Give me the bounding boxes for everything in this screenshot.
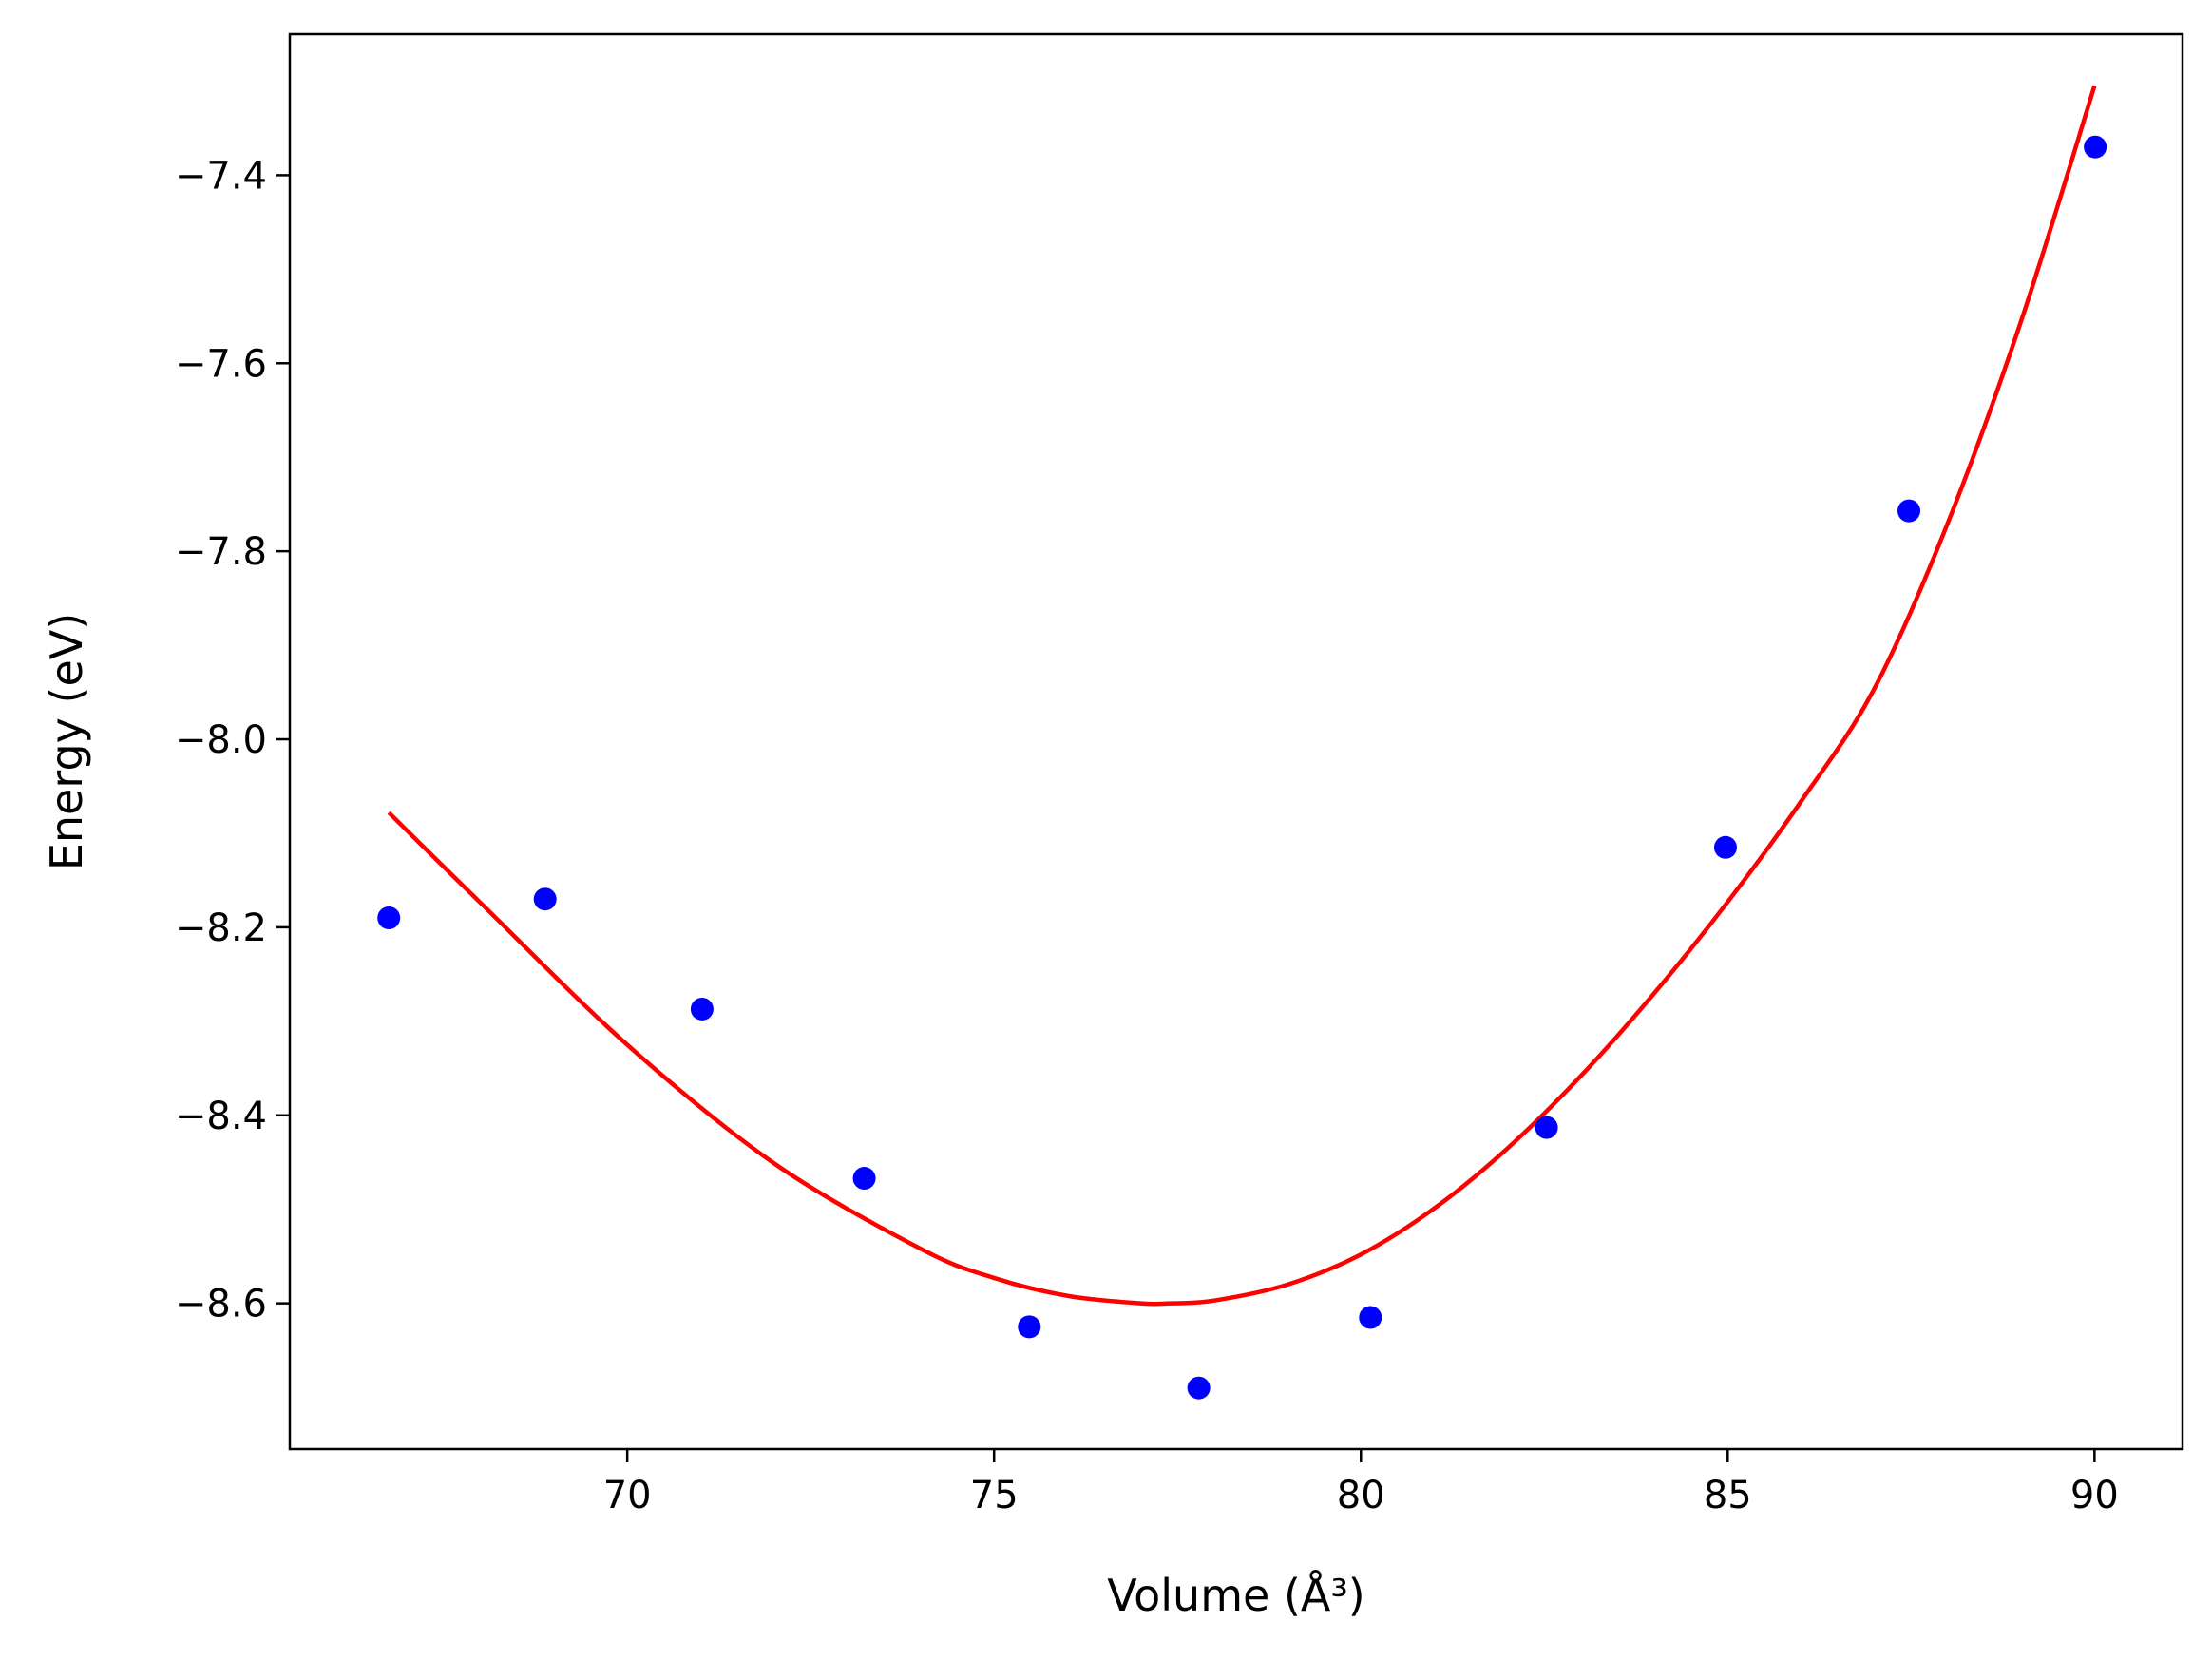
fit-curve-line (387, 85, 2097, 1307)
data-point (533, 887, 557, 911)
plot-frame (288, 32, 2184, 1451)
data-points-layer (377, 135, 2107, 1400)
fit-curve-layer (387, 85, 2097, 1307)
data-point (1018, 1315, 1041, 1339)
axes-frame (288, 32, 2184, 1451)
y-axis-label: Energy (eV) (41, 613, 92, 870)
data-point (1187, 1376, 1211, 1400)
y-axis-ticks: −7.4 −7.6 −7.8 −8.0 −8.2 −8.4 −8.6 (175, 154, 290, 1326)
y-tick-label: −7.6 (175, 342, 267, 386)
y-tick-label: −8.4 (175, 1095, 267, 1138)
x-axis-ticks: 70 75 80 85 90 (603, 1449, 2119, 1517)
y-tick-label: −8.6 (175, 1283, 267, 1326)
data-point (1359, 1306, 1382, 1329)
y-tick-label: −8.2 (175, 906, 267, 950)
data-point (690, 997, 714, 1021)
data-point (1535, 1116, 1558, 1139)
x-tick-label: 90 (2070, 1474, 2119, 1517)
x-tick-label: 85 (1704, 1474, 1752, 1517)
x-axis-label: Volume (Å³) (1107, 1570, 1365, 1621)
y-tick-label: −7.4 (175, 154, 267, 198)
data-point (852, 1167, 876, 1191)
x-tick-label: 80 (1337, 1474, 1385, 1517)
x-tick-label: 70 (603, 1474, 652, 1517)
data-point (377, 906, 401, 930)
y-tick-label: −8.0 (175, 718, 267, 762)
x-tick-label: 75 (970, 1474, 1019, 1517)
data-point (1713, 835, 1737, 859)
y-tick-label: −7.8 (175, 530, 267, 574)
data-point (2084, 135, 2107, 159)
data-point (1897, 499, 1921, 523)
